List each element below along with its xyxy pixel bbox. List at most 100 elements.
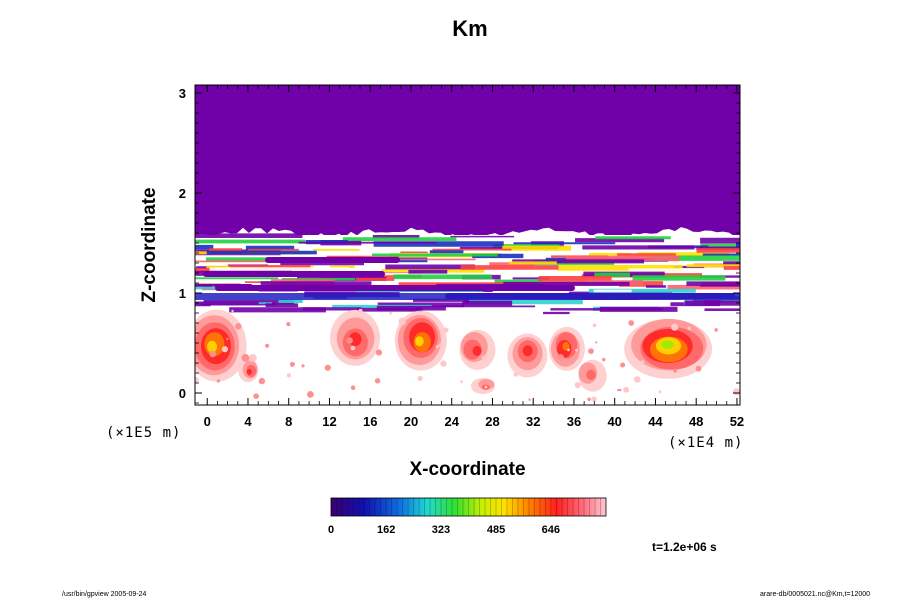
x-tick-label: 12 xyxy=(322,414,336,429)
turbulent-speck xyxy=(687,326,691,331)
turbulent-speck xyxy=(595,341,598,344)
y-tick-label: 0 xyxy=(179,386,186,401)
y-tick-label: 1 xyxy=(179,286,186,301)
convective-cell xyxy=(586,369,596,381)
x-tick-label: 32 xyxy=(526,414,540,429)
y-axis: 0 1 2 3 xyxy=(179,86,740,404)
turbulent-speck xyxy=(640,360,645,364)
band-stripe xyxy=(195,276,740,288)
turbulent-speck xyxy=(628,320,635,326)
turbulent-speck xyxy=(588,348,594,354)
turbulent-speck xyxy=(671,323,679,331)
x-tick-label: 40 xyxy=(607,414,621,429)
turbulent-speck xyxy=(695,365,702,372)
x-tick-label: 20 xyxy=(404,414,418,429)
band-stripe xyxy=(195,245,730,258)
turbulent-speck xyxy=(231,309,234,313)
band-stripe xyxy=(195,286,740,298)
turbulent-speck xyxy=(443,327,449,333)
turbulent-speck xyxy=(226,337,229,341)
convective-cell xyxy=(661,340,674,349)
turbulent-speck xyxy=(592,323,597,328)
x-tick-label: 16 xyxy=(363,414,377,429)
band-streak xyxy=(265,257,400,263)
turbulent-speck xyxy=(417,375,423,381)
turbulent-speck xyxy=(286,373,291,378)
turbulent-speck xyxy=(484,385,488,389)
x-tick-label: 36 xyxy=(567,414,581,429)
time-label: t=1.2e+06 s xyxy=(652,540,717,554)
turbulent-speck xyxy=(350,385,356,391)
colorbar-tick-label: 162 xyxy=(377,524,395,536)
turbulent-speck xyxy=(398,317,406,326)
turbulent-speck xyxy=(374,378,381,384)
chart-title: Km xyxy=(452,16,488,41)
turbulent-speck xyxy=(209,350,216,358)
band-stripe xyxy=(195,304,740,315)
upper-stable-layer xyxy=(195,85,740,235)
turbulent-speck xyxy=(575,348,578,352)
colorbar-tick-label: 323 xyxy=(432,524,450,536)
colorbar-tick-label: 0 xyxy=(328,524,334,536)
turbulent-speck xyxy=(620,362,626,368)
band-stripe xyxy=(195,300,740,311)
convective-cell xyxy=(562,341,570,351)
turbulent-speck xyxy=(440,360,447,367)
x-tick-label: 24 xyxy=(444,414,459,429)
x-tick-label: 0 xyxy=(204,414,211,429)
turbulent-speck xyxy=(265,343,270,348)
plot-frame xyxy=(194,84,741,406)
turbulent-speck xyxy=(389,311,392,315)
convective-cell xyxy=(246,368,252,375)
colorbar-tick-label: 485 xyxy=(487,524,505,536)
heatmap-field xyxy=(195,85,740,405)
turbulent-speck xyxy=(733,388,740,396)
footer-left: /usr/bin/gpview 2005-09-24 xyxy=(62,591,147,598)
turbulent-speck xyxy=(235,323,242,330)
turbulent-speck xyxy=(658,390,662,394)
band-streak xyxy=(203,271,385,277)
convective-cell xyxy=(522,345,533,357)
x-tick-label: 44 xyxy=(648,414,663,429)
turbulent-speck xyxy=(195,376,199,383)
turbulent-speck xyxy=(346,337,353,344)
y-tick-label: 3 xyxy=(179,86,186,101)
x-tick-label: 52 xyxy=(730,414,744,429)
band-stripe xyxy=(195,272,726,284)
x-axis: 0 4 8 12 16 20 24 28 32 36 40 44 48 52 xyxy=(204,85,744,429)
turbulent-speck xyxy=(358,308,363,313)
turbulent-speck xyxy=(221,346,228,353)
x-tick-label: 4 xyxy=(244,414,252,429)
turbulent-speck xyxy=(249,354,257,362)
footer-right: arare-db/0005021.nc@Km,t=12000 xyxy=(760,591,871,598)
x-axis-label: X-coordinate xyxy=(409,459,526,480)
x-tick-label: 48 xyxy=(689,414,703,429)
band-stripe xyxy=(195,255,740,268)
turbulent-speck xyxy=(623,386,630,393)
turbulent-speck xyxy=(634,376,641,383)
turbulent-speck xyxy=(289,361,295,367)
colorbar-tick-label: 646 xyxy=(542,524,560,536)
turbulent-speck xyxy=(567,348,570,352)
x-tick-label: 28 xyxy=(485,414,499,429)
band-stripe xyxy=(206,261,740,273)
convective-cell xyxy=(348,332,362,347)
turbulent-speck xyxy=(307,391,314,398)
convective-cells xyxy=(195,308,740,402)
convective-cell xyxy=(472,345,482,356)
turbulent-speck xyxy=(587,397,591,402)
turbulent-speck xyxy=(714,328,718,332)
turbulent-speck xyxy=(513,372,518,377)
turbulent-speck xyxy=(253,393,259,400)
turbulent-band xyxy=(195,227,740,315)
turbulent-speck xyxy=(591,396,597,402)
band-stripe xyxy=(195,281,740,292)
turbulent-speck xyxy=(460,380,463,384)
turbulent-speck xyxy=(258,377,266,385)
band-lower-edge xyxy=(195,293,740,300)
turbulent-speck xyxy=(435,345,439,349)
turbulent-speck xyxy=(528,398,531,401)
y-scale-note: (×1E5 m) xyxy=(106,425,182,441)
colorbar: 0 162 323 485 646 xyxy=(328,497,607,536)
